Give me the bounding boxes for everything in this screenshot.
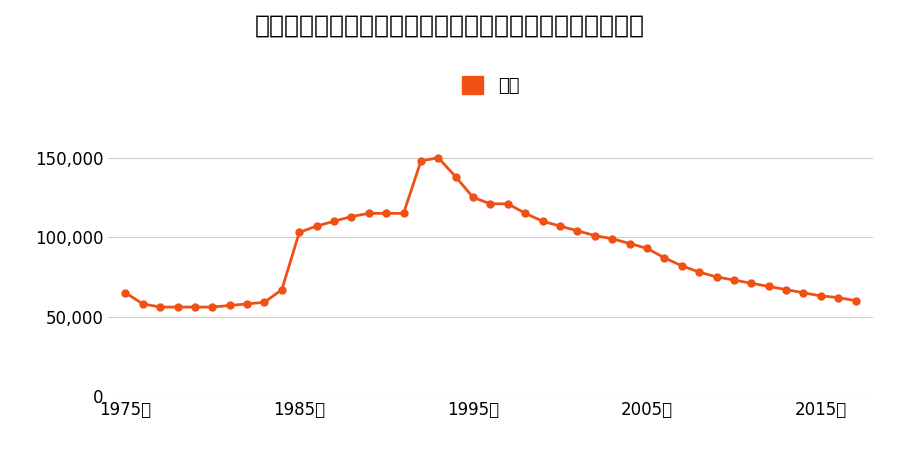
価格: [572, 228, 583, 234]
価格: [276, 287, 287, 292]
価格: [207, 304, 218, 310]
価格: [120, 290, 130, 296]
価格: [311, 223, 322, 229]
価格: [554, 223, 565, 229]
価格: [398, 211, 409, 216]
価格: [711, 274, 722, 279]
価格: [433, 155, 444, 161]
価格: [798, 290, 809, 296]
価格: [416, 158, 427, 164]
価格: [450, 174, 461, 180]
価格: [607, 236, 617, 242]
価格: [293, 230, 304, 235]
価格: [259, 300, 270, 305]
価格: [381, 211, 392, 216]
価格: [155, 304, 166, 310]
価格: [746, 280, 757, 286]
価格: [224, 303, 235, 308]
価格: [502, 201, 513, 207]
Legend: 価格: 価格: [462, 76, 519, 95]
価格: [172, 304, 183, 310]
価格: [728, 277, 739, 283]
価格: [625, 241, 635, 246]
価格: [346, 214, 356, 219]
価格: [659, 255, 670, 261]
価格: [242, 301, 253, 306]
価格: [590, 233, 600, 238]
Line: 価格: 価格: [122, 154, 860, 310]
価格: [832, 295, 843, 300]
価格: [468, 195, 479, 200]
価格: [694, 270, 705, 275]
価格: [642, 246, 652, 251]
価格: [780, 287, 791, 292]
価格: [763, 284, 774, 289]
価格: [815, 293, 826, 299]
価格: [537, 219, 548, 224]
価格: [676, 263, 687, 269]
価格: [485, 201, 496, 207]
価格: [364, 211, 374, 216]
価格: [520, 211, 531, 216]
Text: 兵庫県赤穂郡上郡町上郡字川向の二１０５番９の地価推移: 兵庫県赤穂郡上郡町上郡字川向の二１０５番９の地価推移: [255, 14, 645, 37]
価格: [328, 219, 339, 224]
価格: [138, 301, 148, 306]
価格: [190, 304, 201, 310]
価格: [850, 298, 861, 303]
